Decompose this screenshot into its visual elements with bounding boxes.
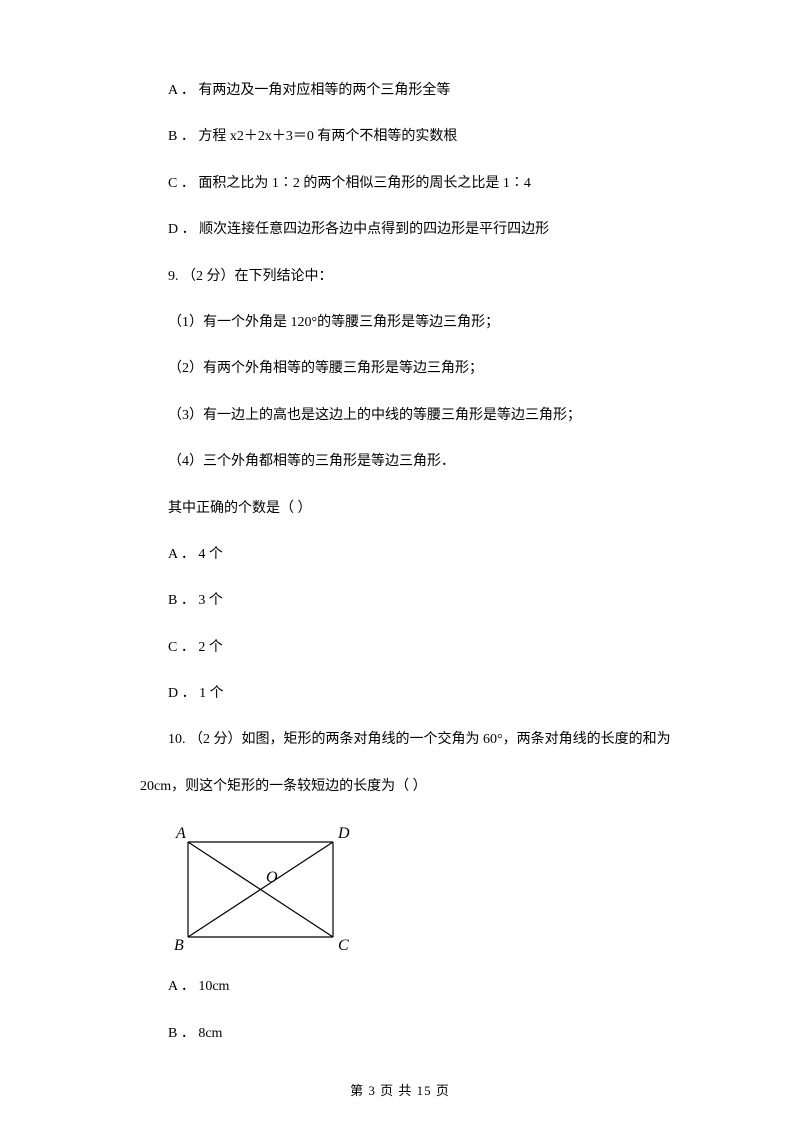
q9-option-b: B ． 3 个 bbox=[140, 590, 690, 612]
svg-text:C: C bbox=[338, 937, 349, 952]
q9-option-c: C ． 2 个 bbox=[140, 637, 690, 659]
q8-option-a: A ． 有两边及一角对应相等的两个三角形全等 bbox=[140, 80, 690, 102]
svg-text:A: A bbox=[175, 825, 186, 842]
page-footer: 第 3 页 共 15 页 bbox=[0, 1081, 800, 1102]
q10-stem: 10. （2 分）如图，矩形的两条对角线的一个交角为 60°，两条对角线的长度的… bbox=[140, 729, 690, 751]
q9-s2: （2）有两个外角相等的等腰三角形是等边三角形； bbox=[140, 358, 690, 380]
q9-option-a: A ． 4 个 bbox=[140, 544, 690, 566]
q10-stem2: 20cm，则这个矩形的一条较短边的长度为（ ） bbox=[140, 776, 690, 798]
q9-s1: （1）有一个外角是 120°的等腰三角形是等边三角形； bbox=[140, 312, 690, 334]
q10-option-a: A ． 10cm bbox=[140, 976, 690, 998]
q8-option-c: C ． 面积之比为 1∶2 的两个相似三角形的周长之比是 1∶4 bbox=[140, 173, 690, 195]
q9-s4: （4）三个外角都相等的三角形是等边三角形． bbox=[140, 451, 690, 473]
q9-s3: （3）有一边上的高也是这边上的中线的等腰三角形是等边三角形； bbox=[140, 405, 690, 427]
q9-option-d: D ． 1 个 bbox=[140, 683, 690, 705]
svg-text:B: B bbox=[174, 937, 184, 952]
q10-figure: A D B C O bbox=[168, 822, 690, 952]
rectangle-diagram: A D B C O bbox=[168, 822, 368, 952]
q9-ask: 其中正确的个数是（ ） bbox=[140, 498, 690, 520]
svg-text:D: D bbox=[337, 825, 350, 842]
svg-text:O: O bbox=[266, 869, 278, 886]
page: A ． 有两边及一角对应相等的两个三角形全等 B ． 方程 x2＋2x＋3＝0 … bbox=[0, 0, 800, 1132]
q8-option-b: B ． 方程 x2＋2x＋3＝0 有两个不相等的实数根 bbox=[140, 126, 690, 148]
q10-option-b: B ． 8cm bbox=[140, 1023, 690, 1045]
q9-stem: 9. （2 分）在下列结论中： bbox=[140, 266, 690, 288]
q8-option-d: D ． 顺次连接任意四边形各边中点得到的四边形是平行四边形 bbox=[140, 219, 690, 241]
